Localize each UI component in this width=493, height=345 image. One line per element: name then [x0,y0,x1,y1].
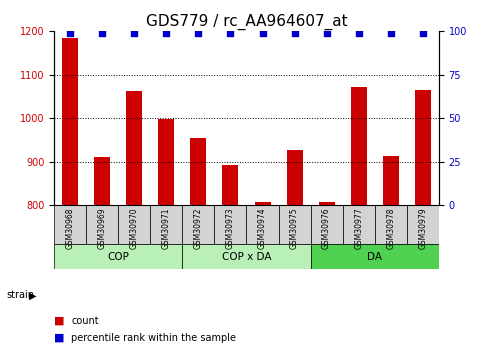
Bar [94,157,110,205]
Bar [415,90,431,205]
Point [291,30,299,36]
Text: GSM30969: GSM30969 [98,207,107,249]
Text: DA: DA [367,252,382,262]
Text: GSM30972: GSM30972 [194,207,203,249]
Text: ■: ■ [54,333,65,343]
Bar [118,205,150,244]
Text: GSM30970: GSM30970 [130,207,139,249]
Text: COP: COP [107,252,129,262]
Bar [375,205,407,244]
Bar [158,119,175,205]
Text: GSM30968: GSM30968 [66,207,75,249]
Bar [407,205,439,244]
Bar [222,165,239,205]
Point [130,30,138,36]
Bar [246,205,279,244]
Text: GSM30975: GSM30975 [290,207,299,249]
Bar [351,87,367,205]
Bar [182,205,214,244]
Text: percentile rank within the sample: percentile rank within the sample [71,333,237,343]
Text: GSM30979: GSM30979 [418,207,427,249]
Bar [286,150,303,205]
Point [98,30,106,36]
Text: GSM30978: GSM30978 [386,207,395,249]
Text: GSM30976: GSM30976 [322,207,331,249]
Point [226,30,234,36]
Bar [62,38,78,205]
Bar [383,157,399,205]
Bar [150,205,182,244]
Text: COP x DA: COP x DA [222,252,271,262]
Point [354,30,362,36]
Text: GSM30971: GSM30971 [162,207,171,249]
Bar [311,244,439,269]
Text: GSM30973: GSM30973 [226,207,235,249]
Text: ■: ■ [54,316,65,326]
Point [387,30,394,36]
Bar [54,205,86,244]
Title: GDS779 / rc_AA964607_at: GDS779 / rc_AA964607_at [146,13,347,30]
Bar [182,244,311,269]
Bar [311,205,343,244]
Text: count: count [71,316,99,326]
Point [194,30,202,36]
Bar [86,205,118,244]
Text: GSM30977: GSM30977 [354,207,363,249]
Bar [318,202,335,205]
Bar [279,205,311,244]
Bar [190,138,207,205]
Text: ▶: ▶ [29,291,36,300]
Bar [343,205,375,244]
Point [322,30,330,36]
Bar [54,244,182,269]
Text: strain: strain [6,290,34,300]
Point [258,30,266,36]
Point [66,30,74,36]
Point [162,30,171,36]
Point [419,30,426,36]
Bar [126,91,142,205]
Bar [254,202,271,205]
Text: GSM30974: GSM30974 [258,207,267,249]
Bar [214,205,246,244]
